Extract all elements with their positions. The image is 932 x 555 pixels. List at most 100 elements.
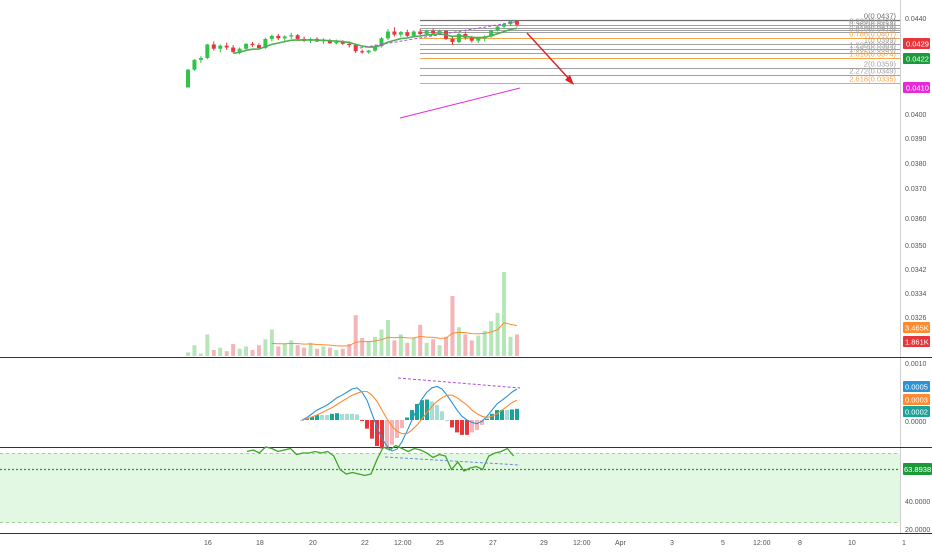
volume-bar	[250, 350, 255, 356]
candle-body	[411, 31, 416, 36]
volume-bar	[431, 339, 436, 356]
macd-histogram-bar	[435, 405, 439, 420]
time-tick: 29	[540, 540, 548, 547]
volume-bar	[256, 345, 261, 356]
volume-bar	[282, 344, 287, 356]
time-tick: 20	[309, 540, 317, 547]
macd-histogram-bar	[480, 420, 484, 425]
macd-divergence-line	[397, 377, 521, 389]
candle-body	[282, 36, 287, 39]
macd-histogram-bar	[325, 415, 329, 420]
macd-histogram-bar	[345, 413, 349, 420]
macd-histogram-bar	[385, 420, 389, 448]
fib-level-label: 1(0.0399)	[864, 36, 897, 45]
volume-bar	[437, 345, 442, 356]
volume-tag-last: 1.861K	[905, 338, 929, 347]
macd-indicator[interactable]	[300, 377, 521, 452]
fib-level-label: 2.272(0.0349)	[849, 67, 896, 76]
volume-bar	[450, 296, 455, 356]
macd-axis[interactable]: 0.0010 0.0000 0.0005 0.0003 0.0002	[903, 361, 930, 426]
macd-histogram-bar	[490, 413, 494, 420]
candle-body	[231, 47, 236, 52]
macd-histogram-bar	[370, 420, 374, 439]
price-tick: 0.0342	[905, 267, 927, 274]
price-divergence-line	[359, 21, 516, 49]
candle-body	[256, 45, 261, 49]
rsi-axis[interactable]: 63.8938 40.0000 20.0000	[903, 463, 932, 534]
volume-bar	[276, 346, 281, 356]
price-tick: 0.0326	[905, 315, 927, 322]
volume-tag-bg	[903, 336, 930, 347]
candle-body	[450, 38, 455, 42]
volume-bar	[315, 348, 319, 356]
candle-body	[489, 30, 494, 37]
volume-bar	[244, 346, 249, 356]
candle-body	[276, 35, 281, 39]
candle-body	[289, 35, 294, 37]
candle-body	[340, 41, 345, 44]
fib-level-label: 0(0.0437)	[864, 12, 897, 21]
candle-body	[476, 38, 481, 41]
volume-bar	[379, 329, 384, 356]
price-tick: 0.0440	[905, 16, 927, 23]
volume-bar	[444, 336, 448, 356]
fib-level-label: 2(0.0359)	[864, 60, 897, 69]
price-tags: 0.0429 0.0422 0.0410 3.465K 1.861K	[903, 38, 930, 347]
volume-bar	[231, 344, 236, 356]
rsi-band	[0, 453, 900, 523]
fib-level-label: 1.382(0.0383)	[849, 45, 896, 54]
macd-histogram-bar	[405, 417, 409, 420]
volume-bar	[463, 334, 468, 356]
macd-histogram-bar	[350, 413, 354, 420]
volume-bar	[514, 334, 519, 356]
candle-body	[418, 31, 423, 34]
price-axis[interactable]: 0.0440 0.0400 0.0390 0.0380 0.0370 0.036…	[905, 16, 927, 322]
volume-bar	[198, 353, 203, 356]
macd-tag-bg	[903, 406, 930, 417]
volume-bar	[269, 329, 274, 356]
volume-bar	[224, 351, 229, 356]
candle-body	[469, 37, 474, 41]
macd-histogram-bar	[335, 413, 339, 420]
price-tag-last: 0.0429	[906, 40, 929, 49]
time-axis[interactable]: 16 18 20 22 12:00 25 27 29 12:00 Apr 3 5…	[204, 540, 906, 547]
price-tick: 0.0370	[905, 186, 927, 193]
candle-body	[366, 50, 371, 53]
candle-body	[224, 45, 229, 48]
macd-histogram-bar	[510, 409, 514, 420]
fib-level-label: 1.618(0.0374)	[849, 50, 896, 59]
volume-bar	[205, 334, 210, 356]
bearish-arrow-annotation[interactable]	[526, 32, 574, 85]
volume-bar	[456, 327, 461, 356]
candle-body	[295, 35, 300, 39]
fib-level-label: 0.5(0.0418)	[858, 22, 897, 31]
macd-histogram-bar	[475, 420, 479, 430]
volume-bar	[340, 348, 345, 356]
rsi-indicator[interactable]	[246, 444, 521, 477]
volume-bar	[398, 334, 403, 356]
volume-bar	[186, 352, 190, 356]
macd-histogram-bar	[415, 403, 419, 420]
macd-histogram-bar	[440, 411, 444, 420]
time-tick: 12:00	[753, 540, 771, 547]
time-tick: 12:00	[394, 540, 412, 547]
fib-level-label: 0.236(0.0429)	[849, 17, 896, 26]
candle-body	[186, 69, 190, 88]
candle-body	[198, 57, 203, 60]
fib-level-label: 2.618(0.0335)	[849, 75, 896, 84]
volume-bar	[418, 324, 423, 356]
macd-histogram-bar	[450, 420, 454, 428]
candle-body	[205, 44, 210, 58]
macd-histogram-bar	[375, 420, 379, 447]
volume-bar	[334, 350, 339, 356]
candle-body	[347, 43, 352, 46]
macd-tag-bg	[903, 394, 930, 405]
time-tick: 27	[489, 540, 497, 547]
candle-body	[495, 26, 500, 31]
candle-body	[424, 30, 429, 34]
signal-line	[301, 390, 518, 435]
arrow-head-icon	[565, 75, 574, 85]
volume-bar	[327, 347, 332, 356]
macd-histogram-bar	[320, 415, 324, 420]
volume-bar	[411, 338, 416, 356]
